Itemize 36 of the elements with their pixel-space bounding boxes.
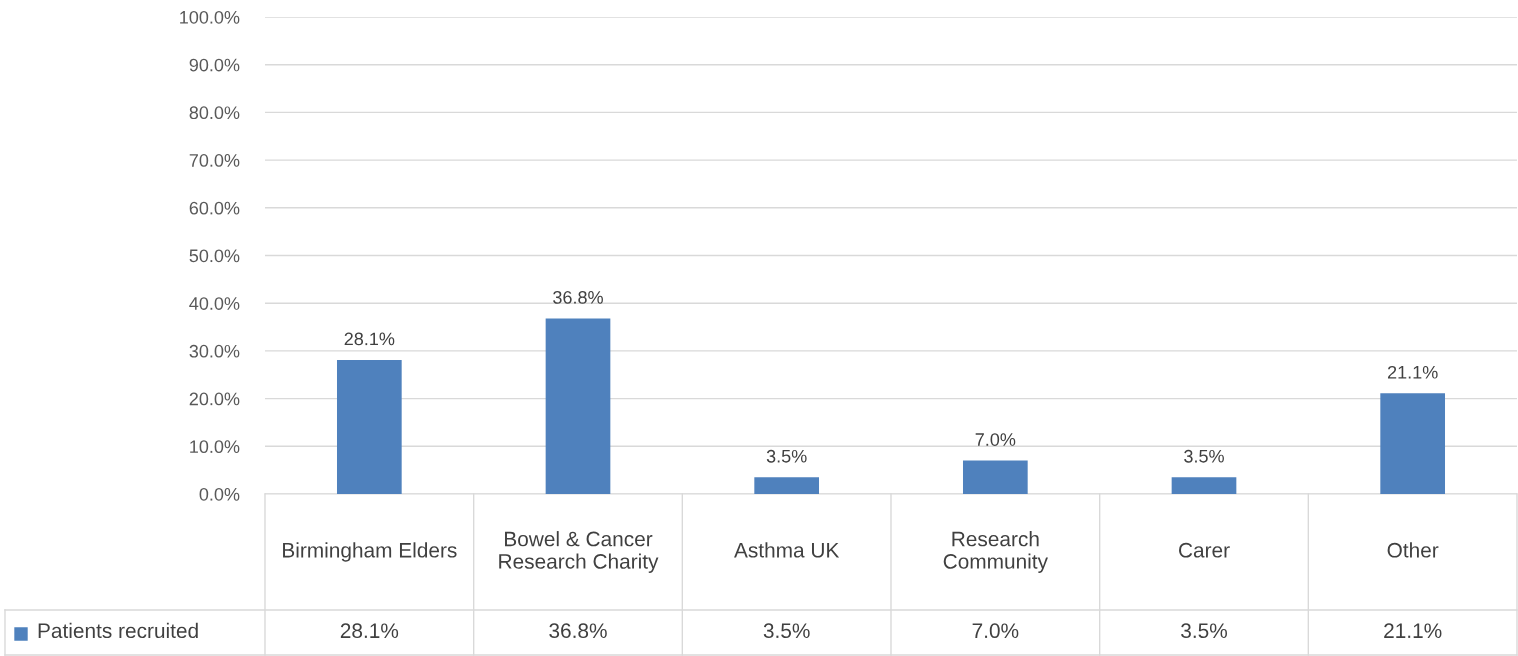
- y-tick-label: 0.0%: [199, 487, 240, 501]
- x-tick-label: Carer: [1179, 542, 1230, 558]
- text: 28.1%: [344, 332, 395, 346]
- y-tick-label: 60.0%: [189, 201, 240, 215]
- x-tick-label: Asthma UK: [734, 542, 840, 558]
- text: 36.8%: [553, 291, 603, 304]
- bar: [1380, 393, 1446, 494]
- legend-label: Patients recruited: [38, 622, 198, 639]
- y-tick-label: 100.0%: [180, 10, 240, 24]
- y-tick-label: 70.0%: [189, 154, 240, 167]
- x-tick-label: Other: [1387, 542, 1439, 558]
- data-label: 3.5%: [1181, 623, 1227, 639]
- data-label: 36.8%: [549, 623, 607, 639]
- x-tick-label: Research Community: [943, 531, 1048, 573]
- data-label: 28.1%: [340, 623, 399, 639]
- text: 3.5%: [1184, 449, 1224, 463]
- text: 3.5%: [766, 449, 807, 463]
- y-tick-label: 80.0%: [189, 106, 240, 120]
- bar: [545, 318, 611, 494]
- text: 7.0%: [975, 433, 1016, 446]
- x-tick-label: Bowel & Cancer Research Charity: [499, 531, 659, 573]
- text: 21.1%: [1387, 365, 1438, 379]
- data-label: 7.0%: [972, 623, 1019, 639]
- y-tick-label: 30.0%: [189, 344, 240, 358]
- y-tick-label: 20.0%: [189, 392, 240, 406]
- bar: [1171, 477, 1237, 494]
- x-tick-label: Birmingham Elders: [283, 542, 457, 562]
- data-label: 21.1%: [1384, 623, 1442, 639]
- y-tick-label: 90.0%: [189, 58, 240, 72]
- y-tick-label: 40.0%: [189, 297, 240, 310]
- y-tick-label: 10.0%: [190, 440, 240, 454]
- y-tick-label: 50.0%: [189, 249, 240, 263]
- bar: [962, 460, 1028, 494]
- bar: [336, 359, 402, 494]
- data-label: 3.5%: [763, 623, 810, 639]
- bar: [754, 477, 820, 494]
